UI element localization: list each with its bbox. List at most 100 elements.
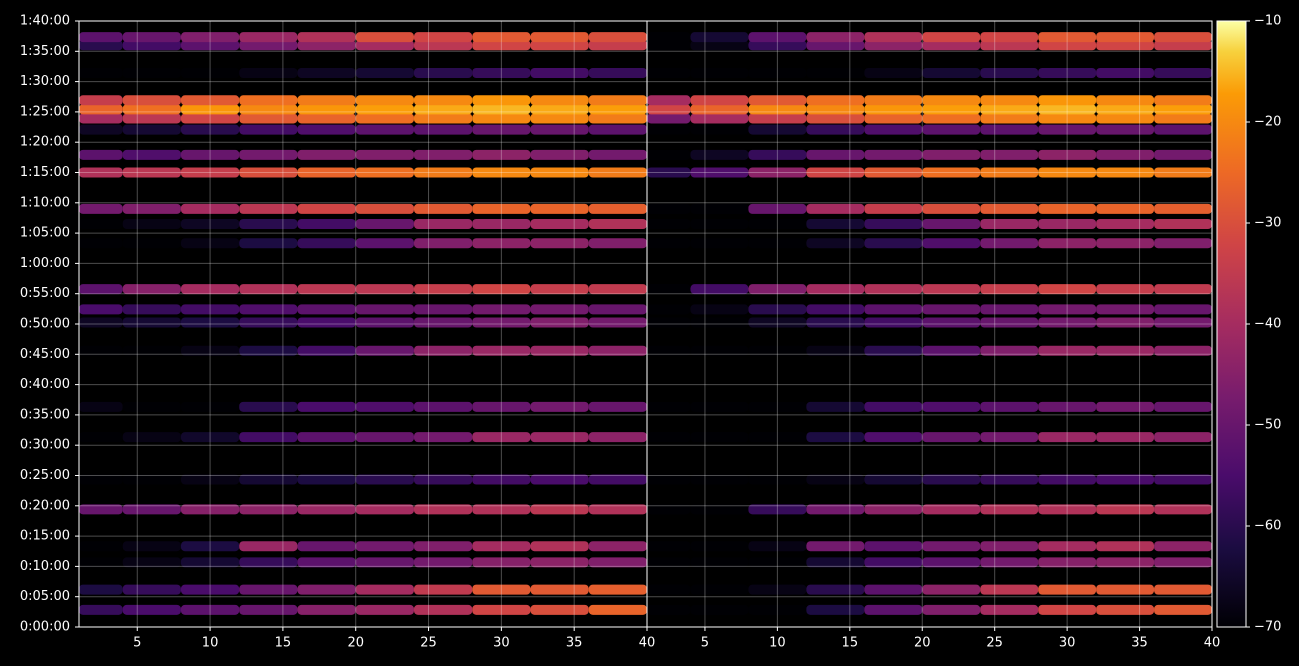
heat-cell (355, 68, 414, 79)
heat-cell (864, 113, 923, 124)
heat-cell (79, 68, 123, 79)
heat-cell (413, 557, 473, 568)
heat-cell (472, 401, 531, 412)
heat-cell (588, 504, 647, 515)
y-tick-label: 1:15:00 (20, 165, 70, 180)
heat-cell (1154, 401, 1212, 412)
heat-cell (297, 317, 356, 328)
heat-cell (297, 304, 356, 315)
heat-cell (530, 304, 589, 315)
heat-cell (297, 541, 356, 552)
heat-cell (413, 304, 473, 315)
heat-cell (79, 584, 123, 595)
heat-cell (922, 317, 981, 328)
heat-cell (1096, 238, 1155, 249)
x-tick-label: 20 (347, 636, 364, 651)
heat-cell (122, 604, 181, 615)
heat-cell (588, 149, 647, 160)
heat-cell (472, 604, 531, 615)
heat-cell (588, 557, 647, 568)
heat-cell (588, 584, 647, 595)
heat-cell (355, 604, 414, 615)
heat-cell (472, 113, 531, 124)
heat-cell (806, 557, 865, 568)
heat-cell (122, 219, 181, 230)
heat-cell (922, 401, 981, 412)
heat-cell (1096, 584, 1155, 595)
heat-cell (748, 304, 807, 315)
heat-cell (1096, 95, 1155, 106)
heat-cell (1096, 124, 1155, 135)
heat-cell (922, 284, 981, 295)
heat-cell (748, 149, 807, 160)
heat-cell (180, 68, 240, 79)
heat-cell (472, 317, 531, 328)
heat-cell (297, 238, 356, 249)
heat-cell (530, 219, 589, 230)
heat-cell (472, 557, 531, 568)
heat-cell (588, 304, 647, 315)
heat-cell (806, 124, 865, 135)
heat-cell (806, 432, 865, 443)
heat-cell (530, 124, 589, 135)
heat-cell (122, 40, 181, 51)
heat-cell (180, 304, 240, 315)
heat-cell (647, 284, 691, 295)
heat-cell (122, 167, 181, 178)
heat-cell (980, 557, 1039, 568)
y-tick-label: 0:40:00 (20, 377, 70, 392)
y-tick-label: 0:25:00 (20, 468, 70, 483)
heat-cell (647, 68, 691, 79)
heat-cell (355, 167, 414, 178)
heat-cell (748, 104, 807, 115)
heat-cell (239, 40, 298, 51)
heat-cell (864, 104, 923, 115)
heat-cell (239, 541, 298, 552)
heat-cell (980, 219, 1039, 230)
heat-cell (980, 124, 1039, 135)
heat-cell (297, 68, 356, 79)
heat-cell (748, 238, 807, 249)
heat-cell (1038, 40, 1097, 51)
y-tick-label: 1:10:00 (20, 195, 70, 210)
heat-cell (239, 557, 298, 568)
heat-cell (355, 32, 414, 43)
heat-cell (180, 203, 240, 214)
heat-cell (79, 238, 123, 249)
heat-cell (690, 167, 749, 178)
heat-cell (180, 432, 240, 443)
heat-cell (297, 584, 356, 595)
colorbar-tick-label: −10 (1254, 14, 1281, 29)
heat-cell (1154, 203, 1212, 214)
x-tick-label: 5 (701, 636, 709, 651)
heat-cell (864, 219, 923, 230)
heat-cell (355, 284, 414, 295)
heat-cell (530, 541, 589, 552)
heat-cell (413, 504, 473, 515)
heat-cell (122, 541, 181, 552)
heat-cell (413, 203, 473, 214)
x-tick-label: 40 (1204, 636, 1221, 651)
heat-cell (647, 401, 691, 412)
heat-cell (79, 104, 123, 115)
heat-cell (1096, 284, 1155, 295)
heat-cell (530, 604, 589, 615)
heat-cell (980, 40, 1039, 51)
heat-cell (122, 401, 181, 412)
heat-cell (690, 345, 749, 356)
heat-cell (239, 124, 298, 135)
heat-cell (122, 238, 181, 249)
heat-cell (588, 124, 647, 135)
heat-cell (1038, 32, 1097, 43)
heat-cell (297, 124, 356, 135)
y-tick-label: 1:00:00 (20, 256, 70, 271)
heat-cell (980, 238, 1039, 249)
heat-cell (922, 304, 981, 315)
heat-cell (413, 149, 473, 160)
heat-cell (1096, 167, 1155, 178)
heat-cell (588, 238, 647, 249)
heat-cell (922, 149, 981, 160)
heat-cell (239, 432, 298, 443)
heat-cell (748, 541, 807, 552)
heat-cell (1154, 219, 1212, 230)
